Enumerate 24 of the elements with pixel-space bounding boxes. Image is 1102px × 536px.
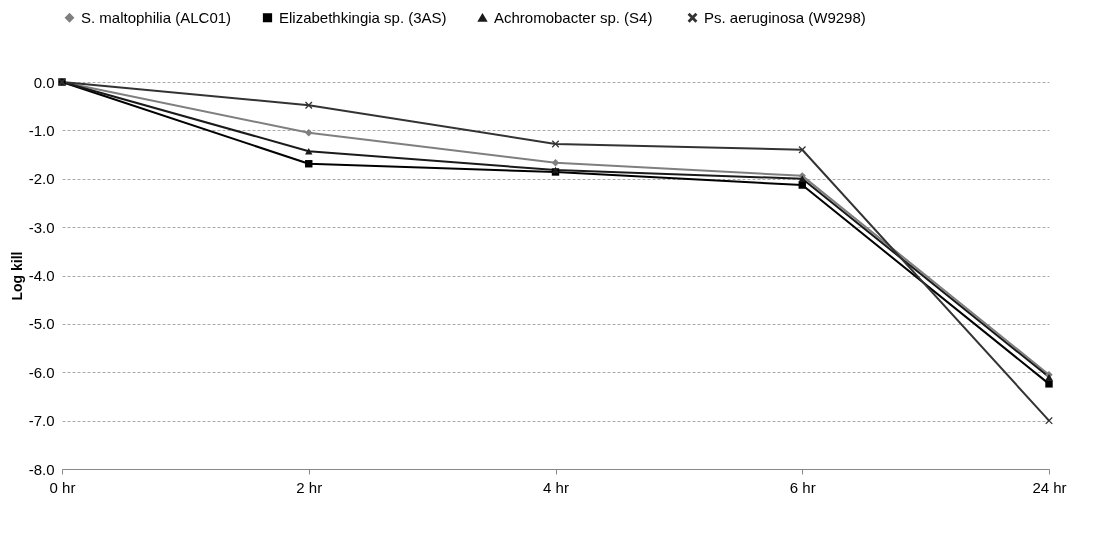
x-tick-label: 4 hr xyxy=(543,478,569,496)
point xyxy=(551,140,560,148)
y-tick-label: -6.0 xyxy=(28,363,55,381)
y-tick-label: -8.0 xyxy=(28,460,55,478)
x-tick-label: 0 hr xyxy=(49,478,76,496)
y-tick-label: -3.0 xyxy=(28,218,55,236)
x-tick-label: 6 hr xyxy=(789,478,816,496)
point xyxy=(1045,380,1053,388)
y-tick-label: -4.0 xyxy=(28,267,55,284)
x-tick-label: 2 hr xyxy=(296,478,323,496)
legend-label: Elizabethkingia sp. (3AS) xyxy=(279,8,447,26)
y-tick-label: -5.0 xyxy=(28,315,55,333)
y-axis-title: Log kill xyxy=(8,251,25,301)
legend-label: S. maltophilia (ALC01) xyxy=(81,8,232,26)
x-tick-label: 24 hr xyxy=(1032,478,1067,496)
legend-label: Achromobacter sp. (S4) xyxy=(494,8,653,26)
legend-label: Ps. aeruginosa (W9298) xyxy=(704,8,866,26)
point xyxy=(305,129,313,137)
point xyxy=(1045,416,1053,425)
y-tick-label: -7.0 xyxy=(28,412,55,430)
y-tick-label: -2.0 xyxy=(28,170,55,188)
y-tick-label: -1.0 xyxy=(28,121,55,139)
y-tick-label: 0.0 xyxy=(33,73,55,91)
point xyxy=(551,159,560,167)
